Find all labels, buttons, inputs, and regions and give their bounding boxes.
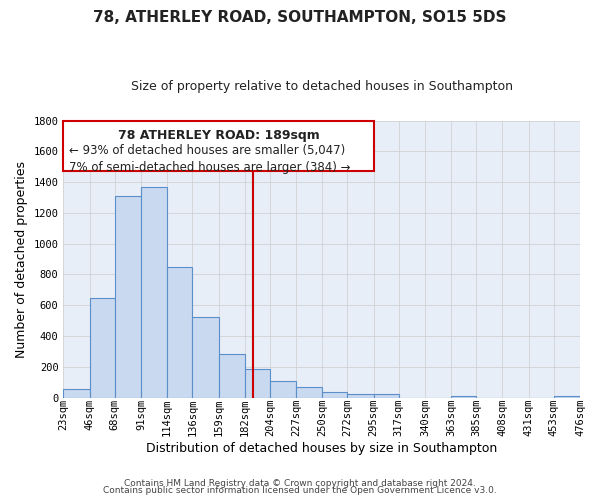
X-axis label: Distribution of detached houses by size in Southampton: Distribution of detached houses by size … (146, 442, 497, 455)
FancyBboxPatch shape (64, 120, 374, 172)
Bar (141, 186, 167, 398)
Bar (347, 394, 374, 398)
Title: Size of property relative to detached houses in Southampton: Size of property relative to detached ho… (131, 80, 513, 93)
Bar (270, 382, 296, 398)
Text: ← 93% of detached houses are smaller (5,047): ← 93% of detached houses are smaller (5,… (68, 144, 345, 157)
Text: 78, ATHERLEY ROAD, SOUTHAMPTON, SO15 5DS: 78, ATHERLEY ROAD, SOUTHAMPTON, SO15 5DS (93, 10, 507, 25)
Bar (296, 387, 322, 398)
Y-axis label: Number of detached properties: Number of detached properties (15, 160, 28, 358)
Bar (89, 298, 115, 398)
Bar (554, 396, 580, 398)
Text: 78 ATHERLEY ROAD: 189sqm: 78 ATHERLEY ROAD: 189sqm (118, 129, 319, 142)
Text: 7% of semi-detached houses are larger (384) →: 7% of semi-detached houses are larger (3… (68, 160, 350, 173)
Bar (192, 317, 218, 398)
Bar (374, 394, 398, 398)
Bar (167, 267, 192, 398)
Bar (322, 392, 347, 398)
Bar (64, 389, 89, 398)
Bar (115, 196, 141, 398)
Bar (451, 396, 476, 398)
Text: Contains public sector information licensed under the Open Government Licence v3: Contains public sector information licen… (103, 486, 497, 495)
Bar (218, 354, 245, 398)
Bar (245, 369, 270, 398)
Text: Contains HM Land Registry data © Crown copyright and database right 2024.: Contains HM Land Registry data © Crown c… (124, 478, 476, 488)
